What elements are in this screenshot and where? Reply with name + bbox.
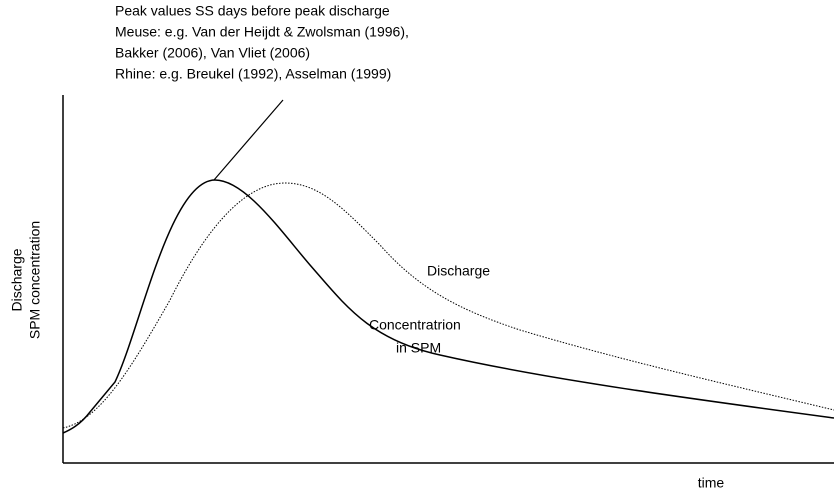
curve-label: Discharge — [427, 263, 490, 279]
annotation-line: Meuse: e.g. Van der Heijdt & Zwolsman (1… — [115, 24, 409, 40]
annotation-line: Bakker (2006), Van Vliet (2006) — [115, 45, 310, 61]
discharge-curve — [62, 182, 834, 429]
leader-line — [213, 99, 284, 181]
annotation-line: Peak values SS days before peak discharg… — [115, 3, 390, 19]
y-axis-label: SPM concentration — [27, 221, 43, 339]
y-axis-label: Discharge — [9, 248, 25, 311]
curve-label: in SPM — [396, 340, 441, 356]
concentration-curve — [62, 179, 834, 434]
curve-label: Concentratrion — [369, 317, 461, 333]
annotation-line: Rhine: e.g. Breukel (1992), Asselman (19… — [115, 66, 391, 82]
x-axis-label: time — [698, 475, 725, 490]
